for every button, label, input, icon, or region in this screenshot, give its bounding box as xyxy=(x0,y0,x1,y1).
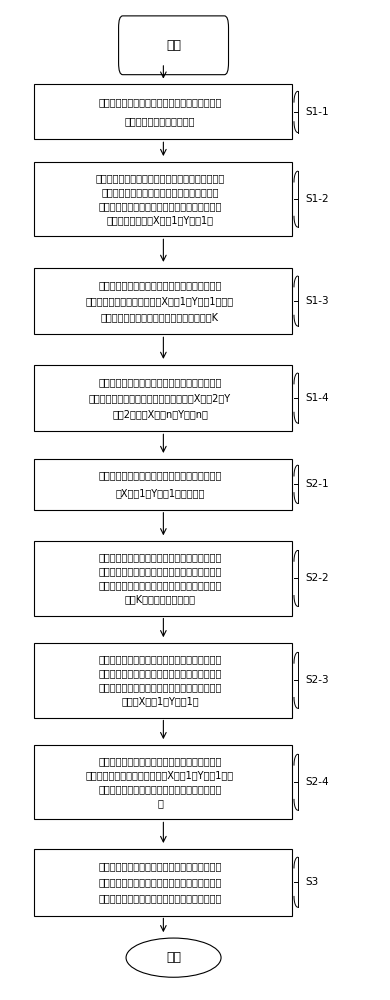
Text: 运动机构带着相机运动以调整相机位置进行拍照，: 运动机构带着相机运动以调整相机位置进行拍照， xyxy=(95,173,225,183)
Bar xyxy=(34,849,292,916)
Text: 设定料框摆放的标准摆放位，将按阵列式摆放物: 设定料框摆放的标准摆放位，将按阵列式摆放物 xyxy=(98,98,222,108)
Text: 根据获取的图像，提取出图像中的局部特征位置: 根据获取的图像，提取出图像中的局部特征位置 xyxy=(98,552,222,562)
Text: S2-1: S2-1 xyxy=(305,479,329,489)
Text: 标图2）～（X标图n，Y标图n）: 标图2）～（X标图n，Y标图n） xyxy=(112,409,208,419)
Text: 到完整的物料图像，从而实现精确视觉抓取定位: 到完整的物料图像，从而实现精确视觉抓取定位 xyxy=(98,893,222,903)
Bar xyxy=(34,541,292,616)
Bar xyxy=(34,745,292,819)
Text: 取: 取 xyxy=(157,798,163,808)
Text: （X标拍1，Y标拍1）获取图像: （X标拍1，Y标拍1）获取图像 xyxy=(115,488,205,498)
Text: 而可得图像坐标与运动坐标对应的转换系数K: 而可得图像坐标与运动坐标对应的转换系数K xyxy=(101,312,219,322)
Text: 通过前一个相邻的物料的拍照位及图像的关键特: 通过前一个相邻的物料的拍照位及图像的关键特 xyxy=(98,861,222,871)
Text: 关键特征的实际物料图像坐标（X实图1，Y实图1），: 关键特征的实际物料图像坐标（X实图1，Y实图1）， xyxy=(86,770,234,780)
Text: 偏移运动后拍照，获取到完整的首个物料的图像: 偏移运动后拍照，获取到完整的首个物料的图像 xyxy=(98,668,222,678)
Text: 对首个物料的图像进行处理，提取关键特征，获: 对首个物料的图像进行处理，提取关键特征，获 xyxy=(98,280,222,290)
Text: 运动机构带着相机按运动偏移量在运动坐标方向: 运动机构带着相机按运动偏移量在运动坐标方向 xyxy=(98,654,222,664)
Text: 运动机构带着相机运动到首个物料的标准拍照位: 运动机构带着相机运动到首个物料的标准拍照位 xyxy=(98,471,222,481)
Bar xyxy=(34,84,292,139)
Text: 保证当前首个物料的完整图像在相机的视野范: 保证当前首个物料的完整图像在相机的视野范 xyxy=(101,187,219,197)
Text: S2-3: S2-3 xyxy=(305,675,329,685)
Text: 标准拍照位坐标（X标拍1，Y标拍1）: 标准拍照位坐标（X标拍1，Y标拍1） xyxy=(106,215,213,225)
Text: S1-4: S1-4 xyxy=(305,393,329,403)
Text: 料的料框放置在标准摆放位: 料的料框放置在标准摆放位 xyxy=(125,116,195,126)
Text: ，根据局部图像特征在完整物料图像中位置计算: ，根据局部图像特征在完整物料图像中位置计算 xyxy=(98,566,222,576)
Text: S1-3: S1-3 xyxy=(305,296,329,306)
Text: 征位置来实时自适应调整当前物料拍照位来获取: 征位置来实时自适应调整当前物料拍照位来获取 xyxy=(98,877,222,887)
Bar xyxy=(34,268,292,334)
Text: S3: S3 xyxy=(305,877,319,887)
Text: 对首个物料的图像进行图像处理，获取物料图像: 对首个物料的图像进行图像处理，获取物料图像 xyxy=(98,756,222,766)
Text: 照位（X实拍1，Y实拍1）: 照位（X实拍1，Y实拍1） xyxy=(121,696,199,706)
FancyBboxPatch shape xyxy=(119,16,229,75)
Text: 结束: 结束 xyxy=(166,951,181,964)
Bar xyxy=(34,643,292,718)
Bar xyxy=(34,162,292,236)
Text: 围内，并将当前运动机构的位置设为首个物料的: 围内，并将当前运动机构的位置设为首个物料的 xyxy=(98,201,222,211)
Text: 列规律依次计算出来作为标准图像坐标（X标图2，Y: 列规律依次计算出来作为标准图像坐标（X标图2，Y xyxy=(89,393,231,403)
Text: 料框中其余物料的关键特征的图像坐标可根据阵: 料框中其余物料的关键特征的图像坐标可根据阵 xyxy=(98,377,222,387)
Text: S2-4: S2-4 xyxy=(305,777,329,787)
Text: S1-2: S1-2 xyxy=(305,194,329,204)
Text: S1-1: S1-1 xyxy=(305,107,329,117)
Text: S2-2: S2-2 xyxy=(305,573,329,583)
Text: 系数K计算得出运动偏移量: 系数K计算得出运动偏移量 xyxy=(124,595,195,605)
Ellipse shape xyxy=(126,938,221,977)
Bar xyxy=(34,365,292,431)
Text: 取物料关键部位的图像坐标（X标图1，Y标图1），从: 取物料关键部位的图像坐标（X标图1，Y标图1），从 xyxy=(86,296,234,306)
Text: 从而根据该图像坐标实现首个物料的精确定位抓: 从而根据该图像坐标实现首个物料的精确定位抓 xyxy=(98,784,222,794)
Text: 开始: 开始 xyxy=(166,39,181,52)
Text: ，并将当前运动机构的位置设为首个物料实际拍: ，并将当前运动机构的位置设为首个物料实际拍 xyxy=(98,682,222,692)
Bar xyxy=(34,459,292,510)
Text: 出图像偏移量，根据运动坐标与图像坐标的转换: 出图像偏移量，根据运动坐标与图像坐标的转换 xyxy=(98,580,222,590)
